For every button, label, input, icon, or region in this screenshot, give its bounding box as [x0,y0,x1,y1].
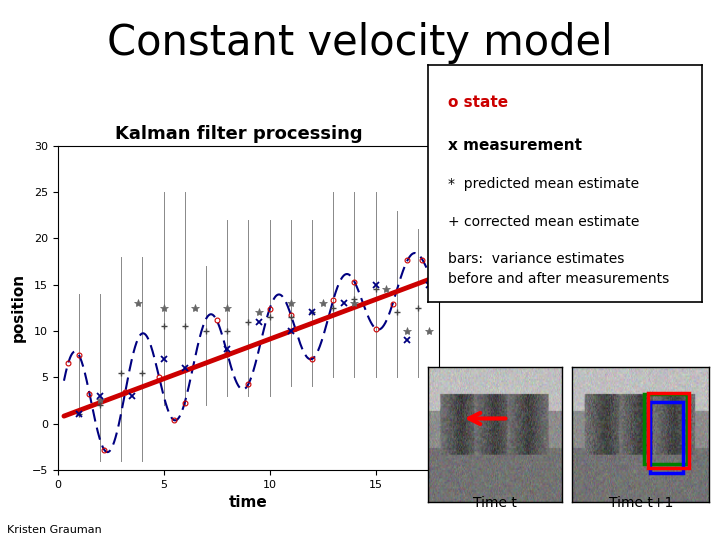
Bar [648,393,689,468]
Text: Kalman filter processing: Kalman filter processing [115,125,362,143]
Text: Time t: Time t [474,496,517,510]
Y-axis label: position: position [11,273,26,342]
Bar [650,402,683,472]
Bar [644,394,688,464]
X-axis label: time: time [229,495,268,510]
Text: + corrected mean estimate: + corrected mean estimate [448,214,639,228]
Text: bars:  variance estimates
before and after measurements: bars: variance estimates before and afte… [448,252,669,286]
Text: Kristen Grauman: Kristen Grauman [7,524,102,535]
Text: *  predicted mean estimate: * predicted mean estimate [448,177,639,191]
Text: Time t+1: Time t+1 [608,496,673,510]
Text: o state: o state [448,96,508,110]
Text: x measurement: x measurement [448,138,582,153]
Text: Constant velocity model: Constant velocity model [107,22,613,64]
